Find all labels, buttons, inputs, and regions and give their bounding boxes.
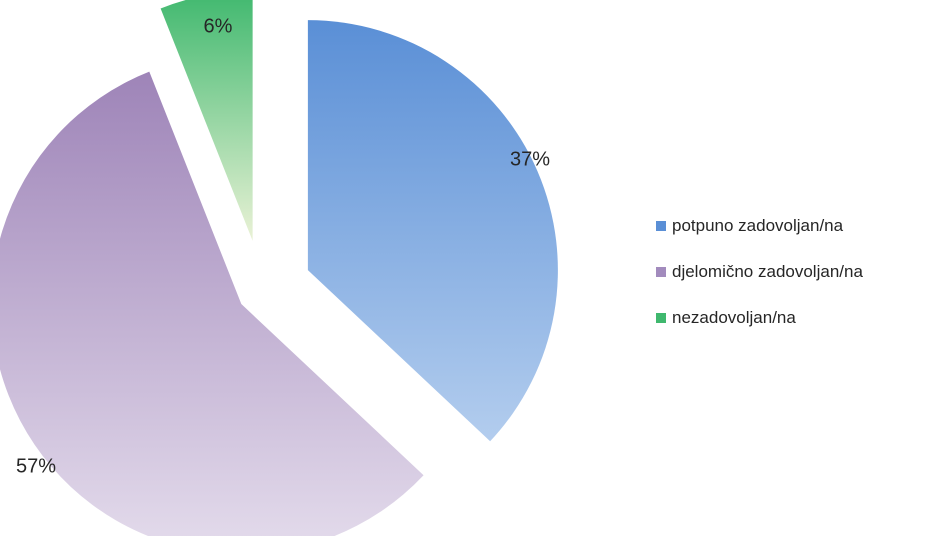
slice-djelomicno: [0, 71, 424, 536]
legend-swatch-icon: [656, 221, 666, 231]
legend-swatch-icon: [656, 313, 666, 323]
legend: potpuno zadovoljan/na djelomično zadovol…: [656, 211, 863, 349]
legend-label: nezadovoljan/na: [672, 308, 796, 327]
data-label: 37%: [510, 148, 550, 170]
slice-potpuno: [307, 20, 558, 442]
legend-label: djelomično zadovoljan/na: [672, 262, 863, 281]
legend-label: potpuno zadovoljan/na: [672, 216, 844, 235]
legend-item-nezadovoljan: nezadovoljan/na: [656, 303, 863, 333]
legend-item-djelomicno: djelomično zadovoljan/na: [656, 257, 863, 287]
data-label: 57%: [16, 455, 56, 477]
data-label: 6%: [204, 15, 233, 37]
legend-swatch-icon: [656, 267, 666, 277]
slice-nezadovoljan: [160, 0, 253, 241]
legend-item-potpuno: potpuno zadovoljan/na: [656, 211, 863, 241]
